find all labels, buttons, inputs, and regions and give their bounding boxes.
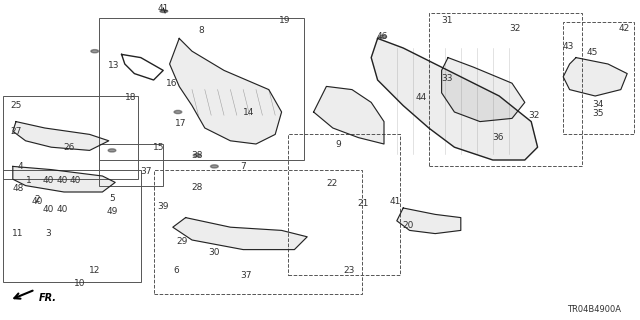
Ellipse shape <box>108 149 116 152</box>
Text: 40: 40 <box>42 176 54 185</box>
Text: 18: 18 <box>125 93 137 102</box>
Ellipse shape <box>160 10 168 12</box>
Polygon shape <box>397 208 461 234</box>
Text: 45: 45 <box>586 48 598 57</box>
Text: 27: 27 <box>10 127 22 136</box>
Text: 9: 9 <box>335 140 340 148</box>
Text: 40: 40 <box>57 176 68 185</box>
Polygon shape <box>314 86 384 144</box>
Text: 33: 33 <box>441 74 452 83</box>
Text: 44: 44 <box>415 93 427 102</box>
Text: 37: 37 <box>140 167 152 176</box>
Text: 14: 14 <box>243 108 254 116</box>
Text: 28: 28 <box>191 183 203 192</box>
Polygon shape <box>13 122 109 150</box>
Text: 4: 4 <box>18 162 23 171</box>
Text: 8: 8 <box>199 26 204 35</box>
Polygon shape <box>173 218 307 250</box>
Text: 13: 13 <box>108 61 120 70</box>
Text: 40: 40 <box>57 205 68 214</box>
Text: 49: 49 <box>106 207 118 216</box>
Ellipse shape <box>379 35 387 38</box>
Bar <box>563 22 634 134</box>
Text: TR04B4900A: TR04B4900A <box>567 305 621 314</box>
Text: 36: 36 <box>492 133 504 142</box>
Text: 17: 17 <box>175 119 186 128</box>
Ellipse shape <box>91 50 99 53</box>
Text: 10: 10 <box>74 279 86 288</box>
Text: 20: 20 <box>403 221 414 230</box>
Text: 26: 26 <box>63 143 75 152</box>
Text: 32: 32 <box>529 111 540 120</box>
Text: 40: 40 <box>31 197 43 206</box>
Text: 5: 5 <box>109 194 115 203</box>
Text: 7: 7 <box>241 162 246 171</box>
Text: 34: 34 <box>593 100 604 108</box>
Text: 25: 25 <box>10 101 22 110</box>
Bar <box>154 170 362 294</box>
Text: 40: 40 <box>42 205 54 214</box>
Bar <box>288 134 400 275</box>
Text: 37: 37 <box>241 271 252 280</box>
Text: 15: 15 <box>153 143 164 152</box>
Text: 40: 40 <box>70 176 81 185</box>
Text: 11: 11 <box>12 229 24 238</box>
Text: 21: 21 <box>358 199 369 208</box>
Bar <box>99 18 304 160</box>
Text: 1: 1 <box>26 176 31 185</box>
Bar <box>3 170 141 282</box>
Text: 29: 29 <box>177 237 188 246</box>
Polygon shape <box>371 38 538 160</box>
Text: 39: 39 <box>157 202 169 211</box>
Text: 2: 2 <box>35 195 40 204</box>
Text: 31: 31 <box>441 16 452 25</box>
Ellipse shape <box>174 110 182 114</box>
Text: 30: 30 <box>209 248 220 257</box>
Ellipse shape <box>211 165 218 168</box>
Ellipse shape <box>193 154 201 157</box>
Text: 32: 32 <box>509 24 521 33</box>
Bar <box>3 96 138 179</box>
Text: 6: 6 <box>173 266 179 275</box>
Text: 23: 23 <box>343 266 355 275</box>
Text: 35: 35 <box>593 109 604 118</box>
Text: 41: 41 <box>157 4 169 12</box>
Text: 43: 43 <box>563 42 574 51</box>
Polygon shape <box>563 58 627 96</box>
Bar <box>99 144 163 186</box>
Text: 19: 19 <box>279 16 291 25</box>
Text: 12: 12 <box>89 266 100 275</box>
Polygon shape <box>13 166 115 192</box>
Text: FR.: FR. <box>38 292 56 303</box>
Bar <box>429 13 582 166</box>
Text: 22: 22 <box>326 180 337 188</box>
Text: 48: 48 <box>12 184 24 193</box>
Text: 41: 41 <box>390 197 401 206</box>
Text: 38: 38 <box>191 151 203 160</box>
Polygon shape <box>170 38 282 144</box>
Text: 3: 3 <box>45 229 51 238</box>
Polygon shape <box>442 58 525 122</box>
Text: 42: 42 <box>618 24 630 33</box>
Text: 46: 46 <box>377 32 388 41</box>
Text: 16: 16 <box>166 79 177 88</box>
